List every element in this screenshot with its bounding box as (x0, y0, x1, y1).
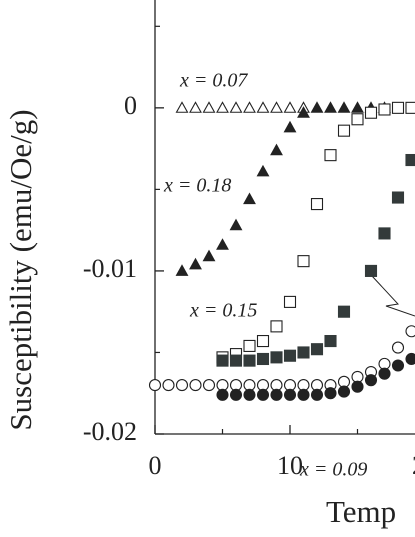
marker-square-open (364, 106, 378, 119)
marker-circle-filled (337, 385, 351, 398)
marker-circle-filled (229, 388, 243, 401)
marker-circle-filled (391, 359, 405, 372)
marker-square-open (351, 113, 364, 126)
marker-circle-open (405, 325, 415, 338)
marker-square-open (256, 334, 270, 348)
y-axis-title: Susceptibility (emu/Oe/g) (3, 109, 38, 430)
marker-triangle-filled (243, 192, 256, 205)
marker-triangle-filled (337, 101, 351, 113)
leader-line (371, 275, 415, 317)
annotation: x = 0.15 (189, 300, 257, 322)
marker-triangle-open (229, 101, 243, 113)
marker-square-filled (391, 191, 405, 204)
marker-square-filled (243, 354, 256, 367)
marker-square-open (337, 124, 351, 137)
marker-square-filled (405, 153, 415, 167)
marker-circle-filled (270, 388, 283, 401)
marker-square-filled (310, 343, 324, 356)
marker-circle-filled (256, 388, 270, 401)
marker-square-filled (378, 227, 391, 240)
marker-circle-filled (310, 388, 324, 401)
marker-square-filled (229, 354, 243, 367)
marker-triangle-filled (310, 101, 324, 113)
x-tick-label: 0 (149, 451, 162, 480)
annotation: x = 0.07 (179, 70, 248, 92)
marker-circle-open (175, 379, 189, 392)
marker-square-filled (216, 354, 229, 367)
marker-circle-open (148, 379, 162, 392)
marker-triangle-open (256, 101, 270, 113)
marker-circle-open (391, 341, 405, 354)
marker-square-open (297, 255, 310, 268)
marker-triangle-filled (297, 106, 310, 118)
x-tick-label: 20 (412, 451, 415, 480)
marker-triangle-open (202, 101, 216, 113)
marker-square-filled (297, 346, 310, 359)
marker-square-open (283, 295, 297, 308)
marker-circle-open (202, 379, 216, 392)
annotation: x = 0.18 (163, 175, 231, 197)
marker-triangle-filled (202, 249, 216, 262)
marker-square-open (270, 320, 283, 333)
marker-circle-filled (364, 374, 378, 387)
marker-circle-filled (378, 367, 391, 380)
marker-triangle-filled (189, 257, 202, 270)
marker-square-filled (256, 352, 270, 366)
marker-triangle-filled (270, 143, 283, 156)
marker-square-filled (364, 264, 378, 277)
marker-triangle-filled (229, 218, 243, 231)
marker-triangle-open (189, 101, 202, 113)
y-tick-label: -0.01 (83, 254, 137, 283)
marker-square-open (243, 339, 256, 352)
marker-triangle-open (175, 101, 189, 113)
marker-triangle-open (270, 101, 283, 113)
marker-square-open (324, 149, 337, 162)
marker-square-filled (337, 305, 351, 318)
marker-circle-open (162, 379, 175, 392)
marker-square-filled (324, 334, 337, 348)
marker-circle-open (189, 379, 202, 392)
marker-square-open (391, 101, 405, 114)
marker-triangle-filled (216, 238, 229, 250)
marker-circle-filled (405, 352, 415, 366)
marker-circle-filled (351, 380, 364, 393)
marker-triangle-open (283, 101, 297, 113)
marker-triangle-filled (175, 264, 189, 276)
marker-circle-filled (283, 388, 297, 401)
marker-square-filled (270, 351, 283, 364)
marker-circle-filled (324, 387, 337, 400)
marker-square-open (378, 103, 391, 116)
marker-square-open (310, 198, 324, 211)
x-tick-label: 10 (277, 451, 303, 480)
marker-triangle-filled (283, 120, 297, 133)
marker-circle-filled (297, 388, 310, 401)
annotation: x = 0.09 (299, 459, 367, 481)
y-tick-label: -0.02 (83, 417, 137, 446)
marker-triangle-open (216, 101, 229, 113)
marker-triangle-filled (256, 164, 270, 177)
y-tick-label: 0 (124, 91, 137, 120)
marker-circle-filled (243, 388, 256, 401)
marker-triangle-filled (324, 101, 337, 113)
marker-triangle-filled (351, 101, 364, 113)
marker-square-filled (283, 349, 297, 362)
x-axis-title: Temp (326, 494, 396, 529)
marker-circle-filled (216, 388, 229, 401)
marker-square-open (405, 101, 415, 114)
marker-triangle-open (243, 101, 256, 113)
